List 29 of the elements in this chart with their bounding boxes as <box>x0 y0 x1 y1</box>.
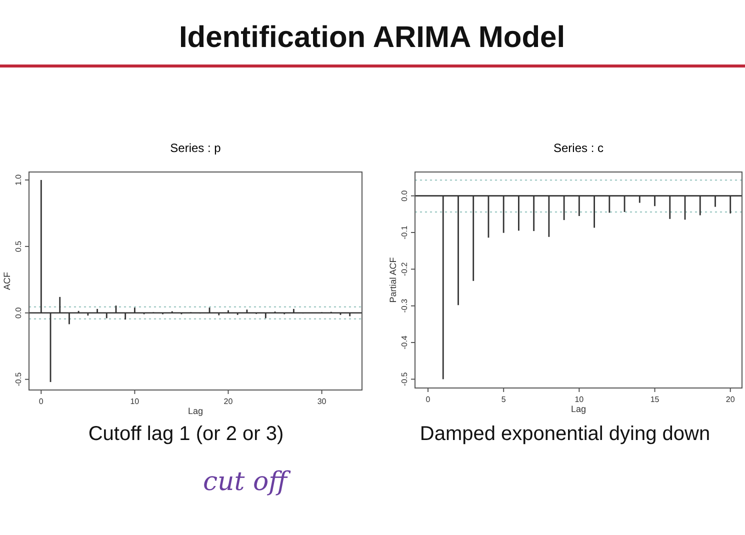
x-axis-title: Lag <box>570 404 586 414</box>
text: cut off <box>202 467 292 497</box>
y-tick-label: 0.0 <box>400 190 409 202</box>
x-axis-title: Lag <box>188 406 204 416</box>
y-tick-label: 0.0 <box>14 306 23 318</box>
y-tick-label: -0.5 <box>14 372 23 386</box>
x-tick-label: 15 <box>650 395 660 404</box>
y-tick-label: 1.0 <box>14 174 23 186</box>
x-tick-label: 10 <box>574 395 584 404</box>
y-tick-label: -0.1 <box>400 225 409 240</box>
y-axis-title: Partial ACF <box>388 256 398 303</box>
x-tick-label: 5 <box>501 395 506 404</box>
x-tick-label: 0 <box>426 395 431 404</box>
y-axis-title: ACF <box>2 272 12 290</box>
x-tick-label: 20 <box>224 397 234 406</box>
y-tick-label: -0.2 <box>400 262 409 276</box>
text: Cutoff lag 1 (or 2 or 3) <box>88 423 284 445</box>
x-tick-label: 20 <box>726 395 736 404</box>
y-tick-label: 0.5 <box>14 240 23 252</box>
text: Identification ARIMA Model <box>178 21 566 54</box>
chart-title: Series : p <box>170 141 222 155</box>
x-tick-label: 10 <box>130 397 140 406</box>
y-tick-label: -0.4 <box>400 335 409 350</box>
y-tick-label: -0.5 <box>400 372 409 386</box>
text: Damped exponential dying down <box>420 423 710 445</box>
chart-title: Series : c <box>553 141 604 155</box>
y-tick-label: -0.3 <box>400 298 409 313</box>
x-tick-label: 0 <box>38 397 44 406</box>
x-tick-label: 30 <box>317 397 327 406</box>
